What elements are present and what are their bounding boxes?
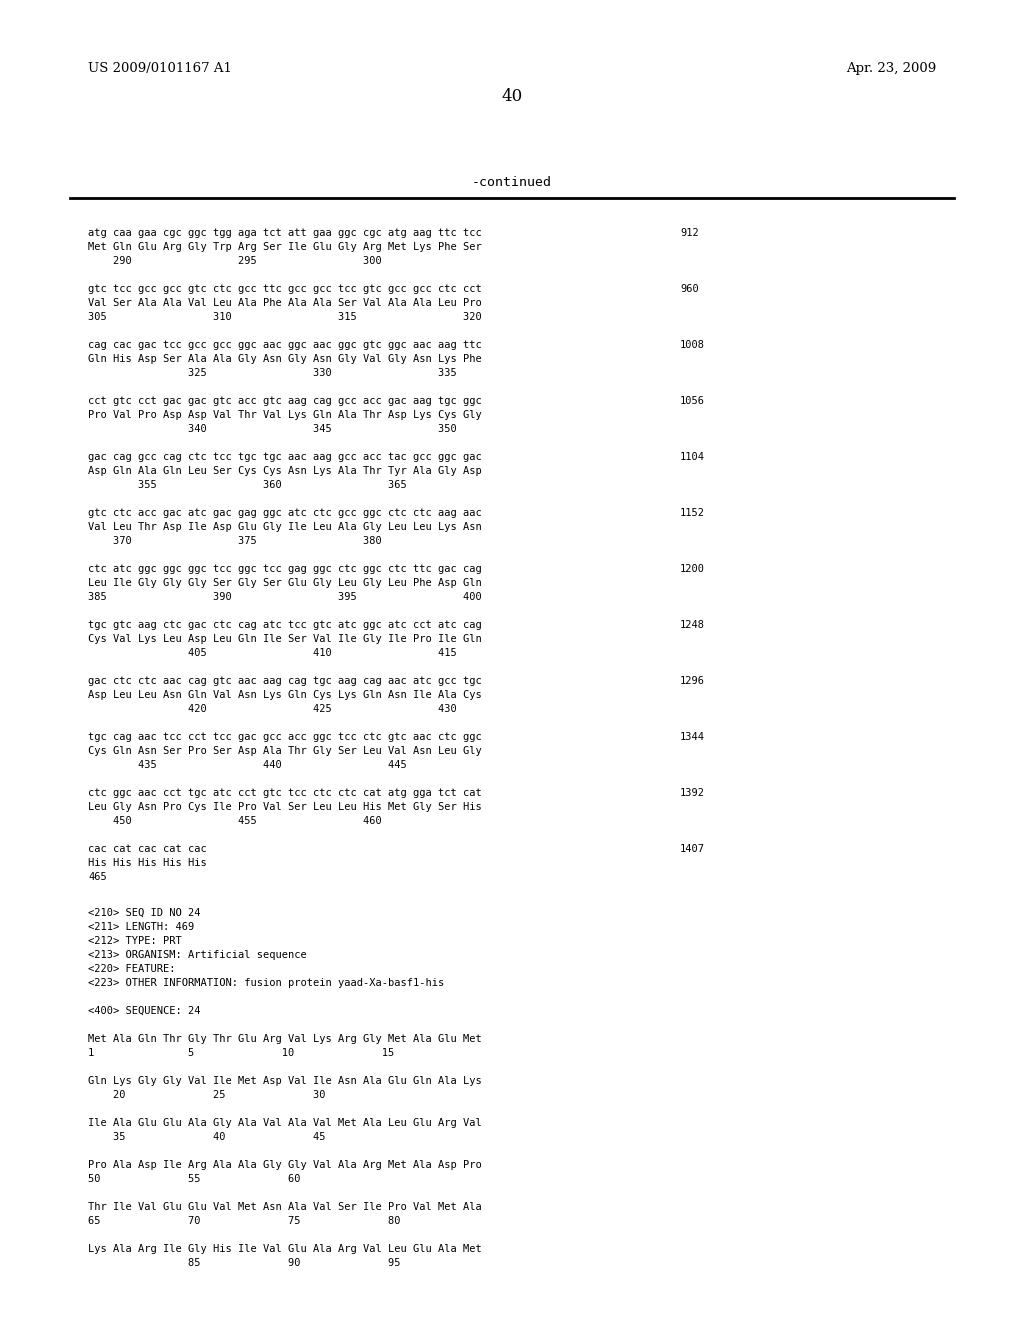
Text: 1296: 1296 [680, 676, 705, 686]
Text: cag cac gac tcc gcc gcc ggc aac ggc aac ggc gtc ggc aac aag ttc: cag cac gac tcc gcc gcc ggc aac ggc aac … [88, 341, 481, 350]
Text: 1344: 1344 [680, 733, 705, 742]
Text: Apr. 23, 2009: Apr. 23, 2009 [846, 62, 936, 75]
Text: 355                 360                 365: 355 360 365 [88, 480, 407, 490]
Text: ctc atc ggc ggc ggc tcc ggc tcc gag ggc ctc ggc ctc ttc gac cag: ctc atc ggc ggc ggc tcc ggc tcc gag ggc … [88, 564, 481, 574]
Text: 340                 345                 350: 340 345 350 [88, 424, 457, 434]
Text: 1152: 1152 [680, 508, 705, 517]
Text: <212> TYPE: PRT: <212> TYPE: PRT [88, 936, 181, 946]
Text: <223> OTHER INFORMATION: fusion protein yaad-Xa-basf1-his: <223> OTHER INFORMATION: fusion protein … [88, 978, 444, 987]
Text: 1248: 1248 [680, 620, 705, 630]
Text: ctc ggc aac cct tgc atc cct gtc tcc ctc ctc cat atg gga tct cat: ctc ggc aac cct tgc atc cct gtc tcc ctc … [88, 788, 481, 799]
Text: 50              55              60: 50 55 60 [88, 1173, 300, 1184]
Text: 1008: 1008 [680, 341, 705, 350]
Text: 960: 960 [680, 284, 698, 294]
Text: 1392: 1392 [680, 788, 705, 799]
Text: 35              40              45: 35 40 45 [88, 1133, 326, 1142]
Text: 912: 912 [680, 228, 698, 238]
Text: 1200: 1200 [680, 564, 705, 574]
Text: 20              25              30: 20 25 30 [88, 1090, 326, 1100]
Text: cac cat cac cat cac: cac cat cac cat cac [88, 843, 207, 854]
Text: <211> LENGTH: 469: <211> LENGTH: 469 [88, 921, 195, 932]
Text: gac ctc ctc aac cag gtc aac aag cag tgc aag cag aac atc gcc tgc: gac ctc ctc aac cag gtc aac aag cag tgc … [88, 676, 481, 686]
Text: Val Leu Thr Asp Ile Asp Glu Gly Ile Leu Ala Gly Leu Leu Lys Asn: Val Leu Thr Asp Ile Asp Glu Gly Ile Leu … [88, 521, 481, 532]
Text: 450                 455                 460: 450 455 460 [88, 816, 382, 826]
Text: Cys Gln Asn Ser Pro Ser Asp Ala Thr Gly Ser Leu Val Asn Leu Gly: Cys Gln Asn Ser Pro Ser Asp Ala Thr Gly … [88, 746, 481, 756]
Text: 420                 425                 430: 420 425 430 [88, 704, 457, 714]
Text: 385                 390                 395                 400: 385 390 395 400 [88, 591, 481, 602]
Text: 370                 375                 380: 370 375 380 [88, 536, 382, 546]
Text: Met Ala Gln Thr Gly Thr Glu Arg Val Lys Arg Gly Met Ala Glu Met: Met Ala Gln Thr Gly Thr Glu Arg Val Lys … [88, 1034, 481, 1044]
Text: Gln His Asp Ser Ala Ala Gly Asn Gly Asn Gly Val Gly Asn Lys Phe: Gln His Asp Ser Ala Ala Gly Asn Gly Asn … [88, 354, 481, 364]
Text: 405                 410                 415: 405 410 415 [88, 648, 457, 657]
Text: 1056: 1056 [680, 396, 705, 407]
Text: 465: 465 [88, 873, 106, 882]
Text: <210> SEQ ID NO 24: <210> SEQ ID NO 24 [88, 908, 201, 917]
Text: 435                 440                 445: 435 440 445 [88, 760, 407, 770]
Text: gtc ctc acc gac atc gac gag ggc atc ctc gcc ggc ctc ctc aag aac: gtc ctc acc gac atc gac gag ggc atc ctc … [88, 508, 481, 517]
Text: Asp Gln Ala Gln Leu Ser Cys Cys Asn Lys Ala Thr Tyr Ala Gly Asp: Asp Gln Ala Gln Leu Ser Cys Cys Asn Lys … [88, 466, 481, 477]
Text: gtc tcc gcc gcc gtc ctc gcc ttc gcc gcc tcc gtc gcc gcc ctc cct: gtc tcc gcc gcc gtc ctc gcc ttc gcc gcc … [88, 284, 481, 294]
Text: 65              70              75              80: 65 70 75 80 [88, 1216, 400, 1226]
Text: 305                 310                 315                 320: 305 310 315 320 [88, 312, 481, 322]
Text: His His His His His: His His His His His [88, 858, 207, 869]
Text: Gln Lys Gly Gly Val Ile Met Asp Val Ile Asn Ala Glu Gln Ala Lys: Gln Lys Gly Gly Val Ile Met Asp Val Ile … [88, 1076, 481, 1086]
Text: atg caa gaa cgc ggc tgg aga tct att gaa ggc cgc atg aag ttc tcc: atg caa gaa cgc ggc tgg aga tct att gaa … [88, 228, 481, 238]
Text: 290                 295                 300: 290 295 300 [88, 256, 382, 267]
Text: gac cag gcc cag ctc tcc tgc tgc aac aag gcc acc tac gcc ggc gac: gac cag gcc cag ctc tcc tgc tgc aac aag … [88, 451, 481, 462]
Text: Leu Ile Gly Gly Gly Ser Gly Ser Glu Gly Leu Gly Leu Phe Asp Gln: Leu Ile Gly Gly Gly Ser Gly Ser Glu Gly … [88, 578, 481, 587]
Text: Thr Ile Val Glu Glu Val Met Asn Ala Val Ser Ile Pro Val Met Ala: Thr Ile Val Glu Glu Val Met Asn Ala Val … [88, 1203, 481, 1212]
Text: 40: 40 [502, 88, 522, 106]
Text: tgc gtc aag ctc gac ctc cag atc tcc gtc atc ggc atc cct atc cag: tgc gtc aag ctc gac ctc cag atc tcc gtc … [88, 620, 481, 630]
Text: Val Ser Ala Ala Val Leu Ala Phe Ala Ala Ser Val Ala Ala Leu Pro: Val Ser Ala Ala Val Leu Ala Phe Ala Ala … [88, 298, 481, 308]
Text: <220> FEATURE:: <220> FEATURE: [88, 964, 175, 974]
Text: <400> SEQUENCE: 24: <400> SEQUENCE: 24 [88, 1006, 201, 1016]
Text: Asp Leu Leu Asn Gln Val Asn Lys Gln Cys Lys Gln Asn Ile Ala Cys: Asp Leu Leu Asn Gln Val Asn Lys Gln Cys … [88, 690, 481, 700]
Text: tgc cag aac tcc cct tcc gac gcc acc ggc tcc ctc gtc aac ctc ggc: tgc cag aac tcc cct tcc gac gcc acc ggc … [88, 733, 481, 742]
Text: 85              90              95: 85 90 95 [88, 1258, 400, 1269]
Text: 1104: 1104 [680, 451, 705, 462]
Text: Pro Ala Asp Ile Arg Ala Ala Gly Gly Val Ala Arg Met Ala Asp Pro: Pro Ala Asp Ile Arg Ala Ala Gly Gly Val … [88, 1160, 481, 1170]
Text: US 2009/0101167 A1: US 2009/0101167 A1 [88, 62, 231, 75]
Text: 1407: 1407 [680, 843, 705, 854]
Text: -continued: -continued [472, 176, 552, 189]
Text: Lys Ala Arg Ile Gly His Ile Val Glu Ala Arg Val Leu Glu Ala Met: Lys Ala Arg Ile Gly His Ile Val Glu Ala … [88, 1243, 481, 1254]
Text: 1               5              10              15: 1 5 10 15 [88, 1048, 394, 1059]
Text: <213> ORGANISM: Artificial sequence: <213> ORGANISM: Artificial sequence [88, 950, 307, 960]
Text: Ile Ala Glu Glu Ala Gly Ala Val Ala Val Met Ala Leu Glu Arg Val: Ile Ala Glu Glu Ala Gly Ala Val Ala Val … [88, 1118, 481, 1129]
Text: cct gtc cct gac gac gtc acc gtc aag cag gcc acc gac aag tgc ggc: cct gtc cct gac gac gtc acc gtc aag cag … [88, 396, 481, 407]
Text: Pro Val Pro Asp Asp Val Thr Val Lys Gln Ala Thr Asp Lys Cys Gly: Pro Val Pro Asp Asp Val Thr Val Lys Gln … [88, 411, 481, 420]
Text: 325                 330                 335: 325 330 335 [88, 368, 457, 378]
Text: Met Gln Glu Arg Gly Trp Arg Ser Ile Glu Gly Arg Met Lys Phe Ser: Met Gln Glu Arg Gly Trp Arg Ser Ile Glu … [88, 242, 481, 252]
Text: Cys Val Lys Leu Asp Leu Gln Ile Ser Val Ile Gly Ile Pro Ile Gln: Cys Val Lys Leu Asp Leu Gln Ile Ser Val … [88, 634, 481, 644]
Text: Leu Gly Asn Pro Cys Ile Pro Val Ser Leu Leu His Met Gly Ser His: Leu Gly Asn Pro Cys Ile Pro Val Ser Leu … [88, 803, 481, 812]
